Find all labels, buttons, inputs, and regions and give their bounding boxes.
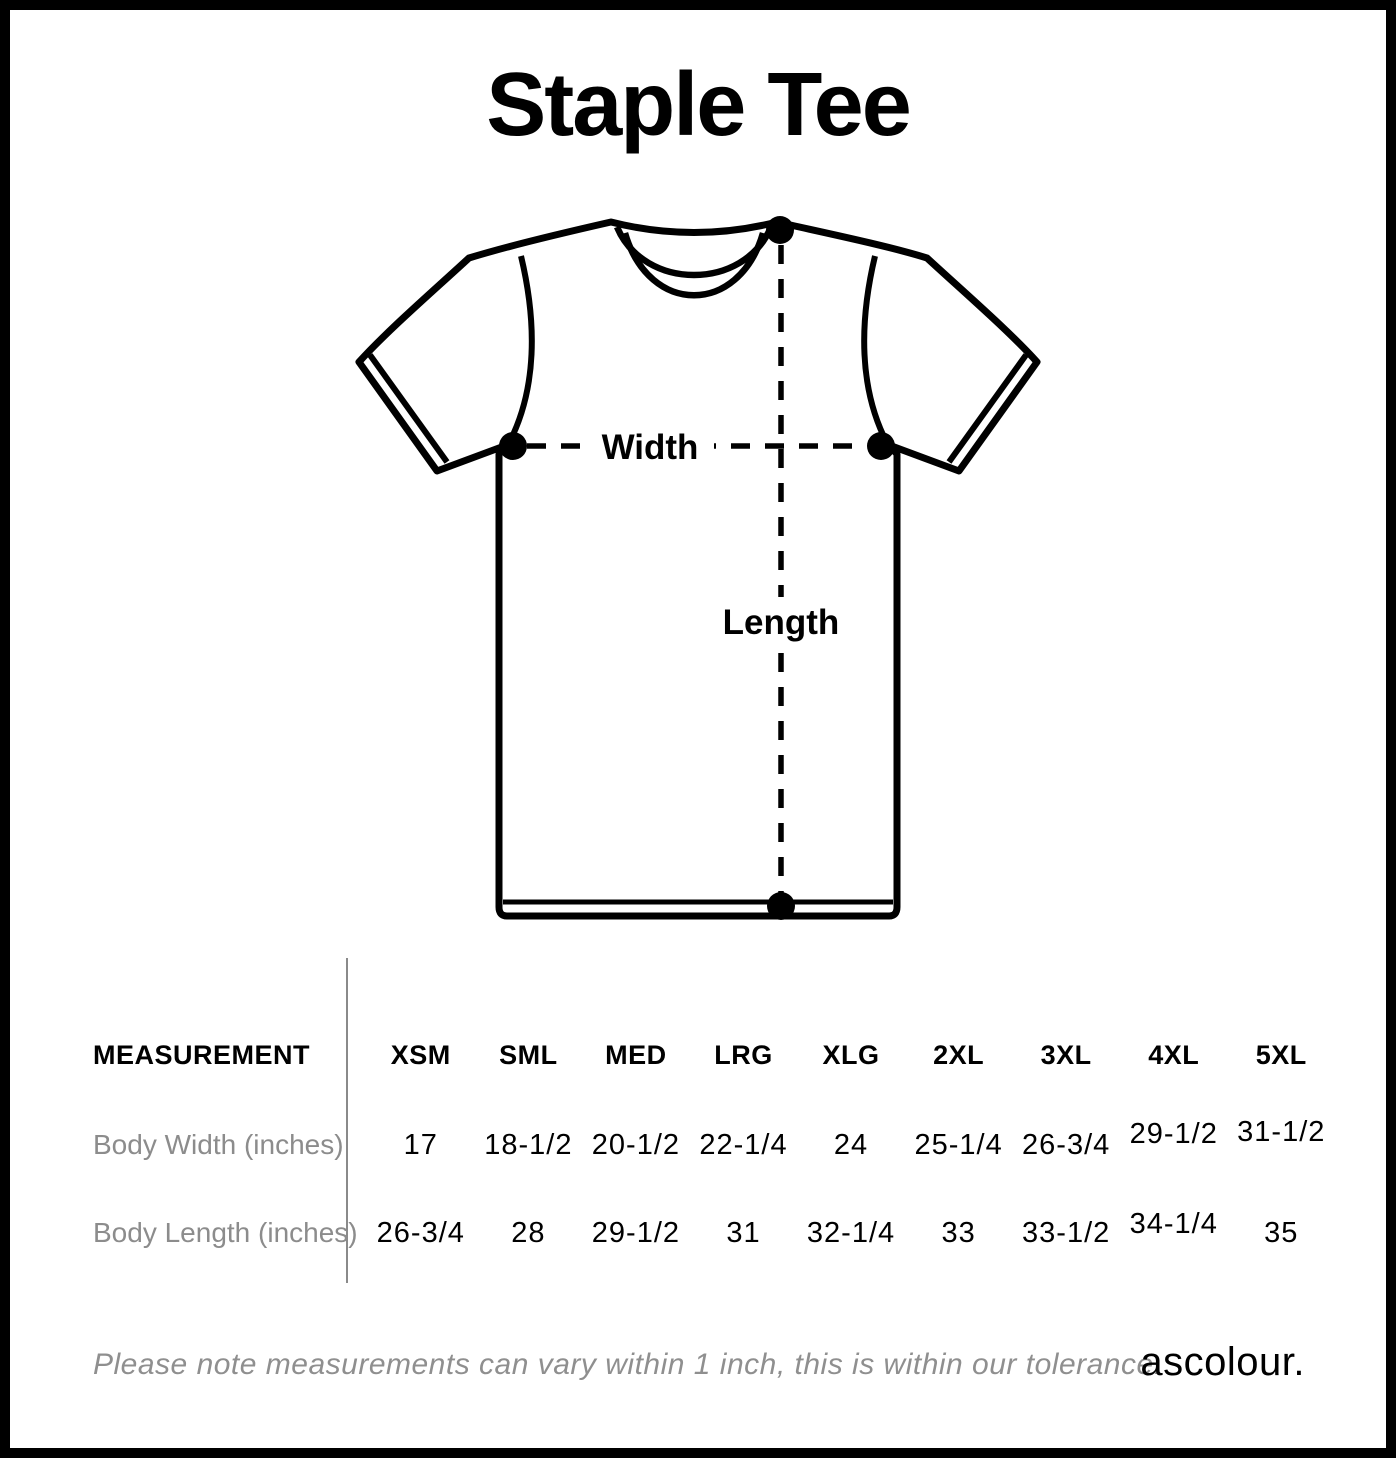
size-header: 2XL [933, 1040, 985, 1070]
width-label-mask [586, 422, 714, 470]
size-header: XLG [822, 1040, 880, 1070]
body-width-row: Body Width (inches) 17 18-1/2 20-1/2 22-… [10, 1116, 1386, 1169]
shoulder-point-dot [766, 216, 794, 244]
body-width-label: Body Width (inches) [93, 1129, 344, 1160]
width-label: Width [602, 428, 699, 467]
length-label-mask [720, 597, 844, 645]
body-length-value: 32-1/4 [806, 1217, 896, 1249]
body-length-cells: 26-3/4 28 29-1/2 31 32-1/4 33 33-1/2 34-… [367, 1208, 1335, 1250]
body-length-value: 28 [511, 1217, 546, 1249]
table-divider-line [346, 958, 348, 1283]
right-underarm-dot [867, 432, 895, 460]
table-header-row: MEASUREMENT XSM SML MED LRG XLG 2XL 3XL … [10, 1040, 1386, 1080]
size-header: LRG [714, 1040, 773, 1070]
tolerance-note: Please note measurements can vary within… [93, 1348, 1163, 1381]
left-underarm-dot [499, 432, 527, 460]
body-length-value: 29-1/2 [591, 1217, 681, 1249]
body-width-value: 26-3/4 [1022, 1129, 1111, 1161]
body-length-value: 35 [1264, 1217, 1299, 1249]
body-length-value: 26-3/4 [376, 1217, 465, 1249]
length-label: Length [723, 603, 840, 642]
size-header: SML [499, 1040, 558, 1070]
left-armhole-seam [506, 255, 535, 445]
left-cuff-stitch [367, 353, 450, 464]
collar-rib-inner-arc [621, 232, 767, 299]
body-width-value: 29-1/2 [1129, 1118, 1218, 1150]
body-length-label: Body Length (inches) [93, 1217, 358, 1248]
body-length-value: 33 [941, 1217, 976, 1249]
tshirt-measurement-diagram: Width Length [355, 216, 1041, 920]
body-width-value: 31-1/2 [1237, 1116, 1326, 1148]
hem-point-dot [767, 892, 795, 920]
body-length-value: 31 [726, 1217, 761, 1249]
size-header: 3XL [1040, 1040, 1092, 1070]
body-width-value: 25-1/4 [914, 1129, 1003, 1161]
body-width-value: 17 [403, 1129, 438, 1161]
measurement-header-label: MEASUREMENT [93, 1040, 311, 1070]
size-header: 5XL [1255, 1040, 1307, 1070]
size-header: 4XL [1148, 1040, 1200, 1070]
body-width-value: 18-1/2 [484, 1129, 573, 1161]
body-length-value: 33-1/2 [1022, 1217, 1111, 1249]
tshirt-outline [355, 218, 1041, 920]
right-armhole-seam [861, 255, 890, 445]
brand-logo: ascolour. [1140, 1340, 1305, 1384]
size-header: XSM [390, 1040, 451, 1070]
size-header: MED [605, 1040, 667, 1070]
body-width-value: 24 [833, 1129, 869, 1161]
body-length-value: 34-1/4 [1129, 1208, 1218, 1240]
size-header-cells: XSM SML MED LRG XLG 2XL 3XL 4XL 5XL [367, 1040, 1335, 1071]
body-length-row: Body Length (inches) 26-3/4 28 29-1/2 31… [10, 1208, 1386, 1257]
body-width-cells: 17 18-1/2 20-1/2 22-1/4 24 25-1/4 26-3/4… [367, 1116, 1335, 1162]
right-cuff-stitch [946, 353, 1029, 464]
body-width-value: 20-1/2 [591, 1129, 681, 1161]
page-title: Staple Tee [486, 55, 912, 155]
body-width-value: 22-1/4 [699, 1129, 788, 1161]
